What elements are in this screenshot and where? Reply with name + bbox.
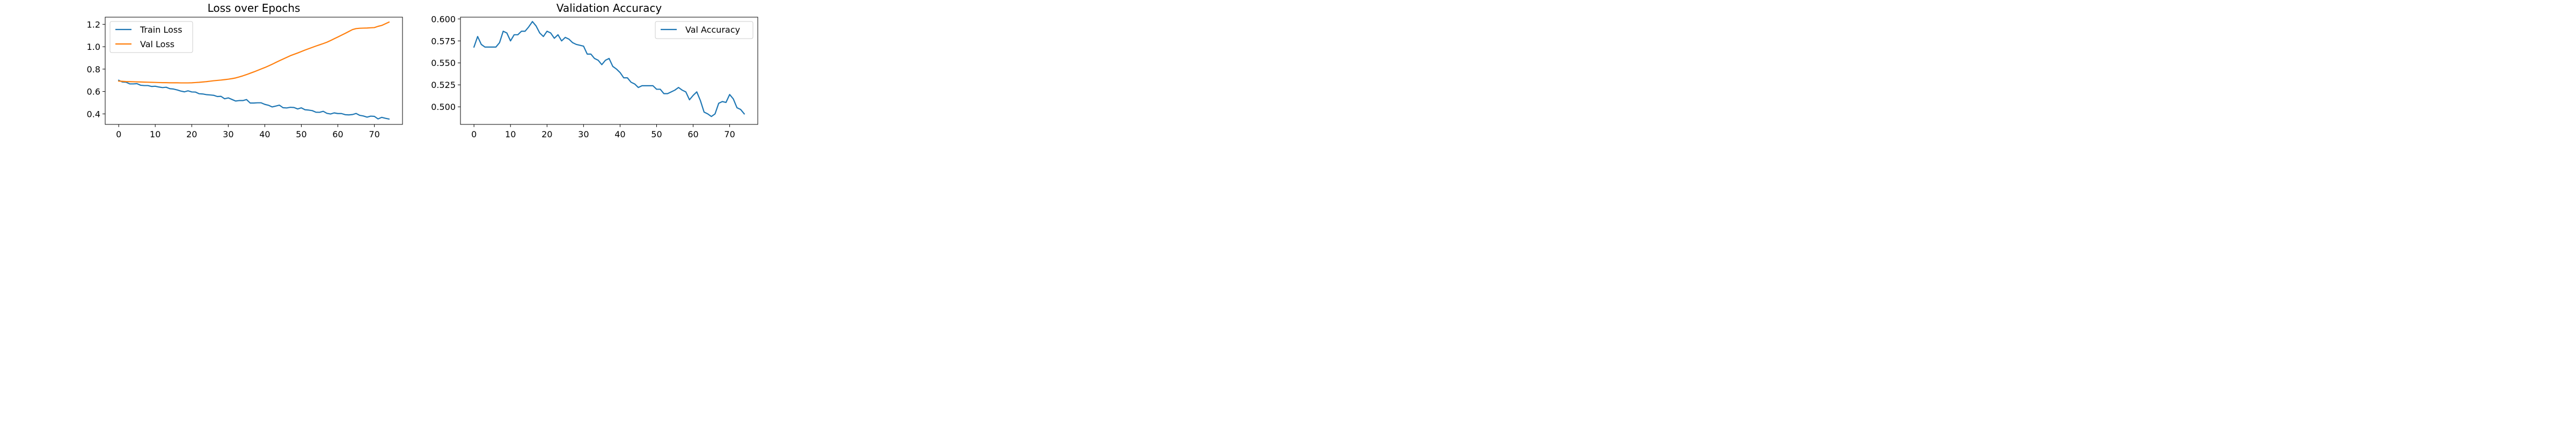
y-tick-label: 0.550 bbox=[431, 58, 456, 68]
legend-label-val-accuracy: Val Accuracy bbox=[685, 25, 740, 35]
y-tick-label: 0.500 bbox=[431, 102, 456, 112]
x-tick-label: 60 bbox=[332, 129, 343, 139]
x-tick-label: 0 bbox=[116, 129, 121, 139]
y-tick-label: 0.8 bbox=[87, 64, 100, 75]
loss-chart: Loss over Epochs 0 10 20 30 40 50 60 70 0.4 0.6 0.8… bbox=[87, 2, 403, 139]
x-tick-label: 30 bbox=[578, 129, 589, 139]
x-tick-label: 10 bbox=[150, 129, 160, 139]
x-tick-label: 70 bbox=[369, 129, 379, 139]
axes-frame bbox=[460, 17, 758, 125]
x-tick-label: 40 bbox=[259, 129, 270, 139]
y-tick-label: 0.575 bbox=[431, 36, 456, 46]
legend: Train Loss Val Loss bbox=[109, 21, 193, 53]
x-tick-label: 40 bbox=[614, 129, 625, 139]
x-tick-label: 10 bbox=[505, 129, 516, 139]
legend: Val Accuracy bbox=[655, 21, 753, 39]
x-tick-label: 30 bbox=[223, 129, 233, 139]
x-tick-label: 50 bbox=[296, 129, 306, 139]
y-tick-label: 0.6 bbox=[87, 87, 100, 97]
chart-title: Loss over Epochs bbox=[208, 2, 301, 14]
y-tick-label: 1.0 bbox=[87, 42, 100, 52]
legend-label-val-loss: Val Loss bbox=[140, 39, 174, 49]
x-tick-label: 50 bbox=[651, 129, 662, 139]
legend-label-train-loss: Train Loss bbox=[140, 25, 182, 35]
axes-frame bbox=[105, 17, 403, 125]
y-tick-label: 0.600 bbox=[431, 14, 456, 24]
x-tick-label: 0 bbox=[471, 129, 477, 139]
x-tick-label: 60 bbox=[687, 129, 698, 139]
series-line-val-loss bbox=[118, 21, 390, 84]
validation-accuracy-chart: Validation Accuracy 0 10 20 30 40 50 60 70 0.500 0… bbox=[431, 2, 758, 139]
legend-box bbox=[655, 21, 753, 39]
x-tick-label: 70 bbox=[724, 129, 735, 139]
y-tick-label: 1.2 bbox=[87, 19, 100, 29]
x-tick-label: 20 bbox=[541, 129, 552, 139]
series-line-val-accuracy bbox=[473, 21, 745, 117]
y-tick-label: 0.525 bbox=[431, 80, 456, 90]
x-tick-label: 20 bbox=[186, 129, 197, 139]
series-line-train-loss bbox=[118, 79, 390, 120]
chart-title: Validation Accuracy bbox=[557, 2, 662, 14]
y-tick-label: 0.4 bbox=[87, 109, 100, 119]
figure: Loss over Epochs 0 10 20 30 40 50 60 70 0.4 0.6 0.8… bbox=[87, 2, 758, 139]
